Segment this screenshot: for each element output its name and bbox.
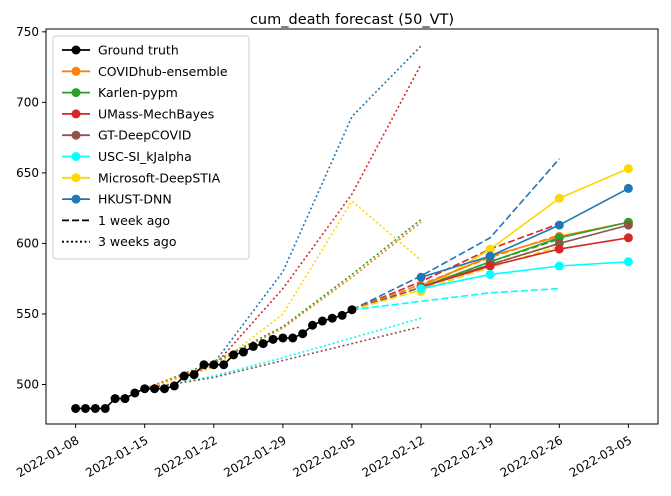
data-point-ground-truth-truth bbox=[199, 360, 209, 370]
data-point-ground-truth-truth bbox=[278, 333, 288, 343]
data-point-hkust-dnn-current bbox=[416, 272, 426, 282]
x-tick-label: 2022-02-12 bbox=[360, 433, 427, 480]
data-point-ground-truth-truth bbox=[268, 334, 278, 344]
series-line-usc-si-kjalpha-3-weeks-ago bbox=[144, 317, 422, 390]
legend-marker-ground-truth bbox=[71, 45, 81, 55]
x-tick-label: 2022-03-05 bbox=[567, 433, 634, 480]
data-point-umass-mechbayes-current bbox=[623, 233, 633, 243]
data-point-umass-mechbayes-current bbox=[554, 244, 564, 254]
series-layer bbox=[71, 45, 633, 413]
data-point-gt-deepcovid-current bbox=[623, 220, 633, 230]
series-line-covidhub-ensemble-1-week-ago bbox=[351, 234, 560, 311]
legend-marker-microsoft-deepstia bbox=[71, 173, 81, 183]
legend-label-1-week-ago: 1 week ago bbox=[98, 213, 170, 228]
data-point-microsoft-deepstia-current bbox=[554, 193, 564, 203]
y-tick-label: 550 bbox=[16, 307, 39, 321]
data-point-usc-si-kjalpha-current bbox=[485, 269, 495, 279]
data-point-ground-truth-truth bbox=[258, 339, 268, 349]
series-line-covidhub-ensemble-3-weeks-ago bbox=[144, 221, 422, 390]
data-point-ground-truth-truth bbox=[337, 310, 347, 320]
legend-label-3-weeks-ago: 3 weeks ago bbox=[98, 234, 177, 249]
legend: Ground truth COVIDhub-ensemble Karlen-pypm… bbox=[52, 35, 250, 260]
x-tick-label: 2022-02-19 bbox=[429, 433, 496, 480]
data-point-hkust-dnn-current bbox=[485, 251, 495, 261]
data-point-ground-truth-truth bbox=[327, 313, 337, 323]
y-tick-label: 650 bbox=[16, 166, 39, 180]
x-tick-label: 2022-01-22 bbox=[152, 433, 219, 480]
legend-marker-gt-deepcovid bbox=[71, 130, 81, 140]
data-point-ground-truth-truth bbox=[288, 333, 298, 343]
legend-label-gt-deepcovid: GT-DeepCOVID bbox=[98, 128, 191, 143]
data-point-usc-si-kjalpha-current bbox=[554, 261, 564, 271]
data-point-ground-truth-truth bbox=[238, 347, 248, 357]
data-point-ground-truth-truth bbox=[100, 403, 110, 413]
x-tick-label: 2022-01-08 bbox=[14, 433, 81, 480]
x-tick-label: 2022-02-05 bbox=[290, 433, 357, 480]
series-line-microsoft-deepstia-1-week-ago bbox=[351, 245, 560, 311]
chart-title: cum_death forecast (50_VT) bbox=[250, 12, 454, 28]
legend-label-microsoft-deepstia: Microsoft-DeepSTIA bbox=[98, 170, 221, 185]
y-axis: 500 550 600 650 700 750 bbox=[16, 25, 46, 392]
data-point-ground-truth-truth bbox=[159, 384, 169, 394]
x-axis: 2022-01-08 2022-01-15 2022-01-22 2022-01-29… bbox=[14, 424, 634, 480]
data-point-ground-truth-truth bbox=[209, 360, 219, 370]
data-point-microsoft-deepstia-current bbox=[623, 164, 633, 174]
data-point-ground-truth-truth bbox=[189, 370, 199, 380]
data-point-ground-truth-truth bbox=[298, 329, 308, 339]
y-tick-label: 700 bbox=[16, 95, 39, 109]
data-point-ground-truth-truth bbox=[229, 350, 239, 360]
data-point-usc-si-kjalpha-current bbox=[416, 284, 426, 294]
data-point-ground-truth-truth bbox=[317, 316, 327, 326]
data-point-ground-truth-truth bbox=[169, 381, 179, 391]
y-tick-label: 750 bbox=[16, 25, 39, 39]
data-point-ground-truth-truth bbox=[130, 388, 140, 398]
series-line-gt-deepcovid-3-weeks-ago bbox=[144, 325, 422, 390]
data-point-ground-truth-truth bbox=[179, 371, 189, 381]
legend-label-covidhub-ensemble: COVIDhub-ensemble bbox=[98, 64, 228, 79]
data-point-usc-si-kjalpha-current bbox=[623, 257, 633, 267]
y-tick-label: 500 bbox=[16, 378, 39, 392]
series-line-usc-si-kjalpha-current bbox=[420, 260, 629, 290]
data-point-ground-truth-truth bbox=[140, 384, 150, 394]
data-point-ground-truth-truth bbox=[308, 320, 318, 330]
series-line-umass-mechbayes-current bbox=[420, 237, 629, 288]
data-point-ground-truth-truth bbox=[150, 384, 160, 394]
legend-label-umass-mechbayes: UMass-MechBayes bbox=[98, 106, 214, 121]
data-point-ground-truth-truth bbox=[71, 403, 81, 413]
data-point-umass-mechbayes-current bbox=[485, 261, 495, 271]
x-tick-label: 2022-01-29 bbox=[221, 433, 288, 480]
data-point-ground-truth-truth bbox=[120, 394, 130, 404]
series-line-umass-mechbayes-1-week-ago bbox=[351, 222, 560, 311]
y-tick-label: 600 bbox=[16, 236, 39, 250]
legend-box bbox=[52, 35, 250, 260]
x-tick-label: 2022-02-26 bbox=[498, 433, 565, 480]
legend-marker-karlen-pypm bbox=[71, 88, 81, 98]
data-point-ground-truth-truth bbox=[248, 341, 258, 351]
series-line-hkust-dnn-1-week-ago bbox=[351, 158, 560, 311]
data-point-ground-truth-truth bbox=[110, 394, 120, 404]
data-point-microsoft-deepstia-current bbox=[485, 244, 495, 254]
data-point-hkust-dnn-current bbox=[554, 220, 564, 230]
legend-marker-usc-si-kjalpha bbox=[71, 152, 81, 161]
x-tick-label: 2022-01-15 bbox=[83, 433, 150, 480]
data-point-hkust-dnn-current bbox=[623, 183, 633, 193]
data-point-ground-truth-truth bbox=[80, 403, 90, 413]
data-point-ground-truth-truth bbox=[90, 403, 100, 413]
series-line-umass-mechbayes-3-weeks-ago bbox=[144, 63, 422, 390]
legend-label-hkust-dnn: HKUST-DNN bbox=[98, 192, 172, 207]
legend-label-ground-truth: Ground truth bbox=[98, 43, 179, 58]
legend-marker-covidhub-ensemble bbox=[71, 66, 81, 76]
data-point-ground-truth-truth bbox=[347, 305, 357, 315]
legend-label-karlen-pypm: Karlen-pypm bbox=[98, 85, 178, 100]
legend-marker-hkust-dnn bbox=[71, 194, 81, 204]
legend-marker-umass-mechbayes bbox=[71, 109, 81, 119]
data-point-ground-truth-truth bbox=[219, 360, 229, 370]
series-line-hkust-dnn-current bbox=[420, 187, 629, 279]
legend-label-usc-si-kjalpha: USC-SI_kJalpha bbox=[98, 149, 192, 164]
series-line-usc-si-kjalpha-1-week-ago bbox=[351, 287, 560, 311]
series-line-karlen-pypm-current bbox=[420, 221, 629, 288]
